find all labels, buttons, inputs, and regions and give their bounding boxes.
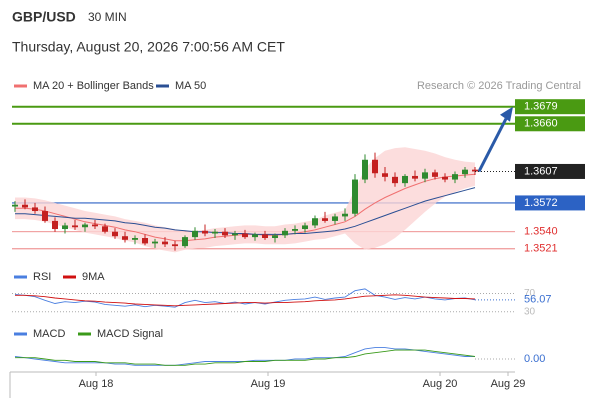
candle-body — [52, 220, 58, 230]
candle-body — [242, 233, 248, 238]
level-box — [515, 99, 585, 115]
candle-body — [442, 176, 448, 180]
legend-label: 9MA — [82, 271, 105, 283]
last-price-label: 1.3607 — [524, 165, 558, 177]
y-tick-label: 0.00 — [524, 353, 545, 365]
candle-body — [232, 233, 238, 236]
legend-label: MACD Signal — [97, 328, 163, 340]
candle-body — [142, 238, 148, 244]
candle-body — [282, 230, 288, 236]
candle-body — [342, 213, 348, 217]
candle-body — [132, 238, 138, 240]
legend-swatch — [14, 84, 27, 88]
candle-body — [472, 169, 478, 172]
candle-body — [372, 159, 378, 174]
y-tick-label: 30 — [524, 306, 536, 317]
legend-swatch — [156, 84, 169, 88]
level-label: 1.3572 — [524, 197, 558, 209]
candle-body — [62, 225, 68, 230]
candle-body — [272, 235, 278, 239]
candle-body — [292, 229, 298, 231]
forecast-arrow — [477, 118, 508, 173]
candle-body — [362, 159, 368, 180]
candle-body — [392, 176, 398, 184]
legend-swatch — [63, 275, 76, 279]
candle-body — [202, 230, 208, 234]
level-box — [515, 195, 585, 211]
level-label: 1.3540 — [524, 226, 558, 238]
candle-body — [332, 216, 338, 221]
candle-body — [162, 241, 168, 245]
candle-body — [462, 169, 468, 175]
timestamp: Thursday, August 20, 2026 7:00:56 AM CET — [12, 39, 285, 55]
candle-body — [92, 224, 98, 227]
level-label: 1.3660 — [524, 118, 558, 130]
candle-body — [172, 244, 178, 247]
indicator-line — [15, 349, 476, 366]
candle-body — [42, 211, 48, 221]
indicator-line — [15, 294, 476, 307]
candle-body — [72, 225, 78, 228]
indicator-line — [14, 288, 476, 308]
legend-label: MACD — [33, 328, 65, 340]
legend-label: RSI — [33, 271, 51, 283]
candle-body — [432, 172, 438, 177]
candle-body — [262, 234, 268, 239]
x-tick-label: Aug 18 — [79, 378, 114, 390]
candle-body — [12, 204, 18, 207]
candle-body — [382, 173, 388, 177]
bollinger-band — [15, 147, 475, 253]
candle-body — [112, 231, 118, 237]
legend-swatch — [78, 332, 91, 336]
candle-body — [102, 226, 108, 232]
legend-swatch — [14, 332, 27, 336]
candle-body — [32, 207, 38, 212]
candle-body — [152, 241, 158, 244]
candle-body — [122, 236, 128, 240]
candle-body — [182, 237, 188, 247]
candle-body — [422, 172, 428, 179]
legend-label: MA 50 — [175, 80, 206, 92]
x-tick-label: Aug 19 — [251, 378, 286, 390]
x-tick-label: Aug 20 — [423, 378, 458, 390]
last-value-label: 56.07 — [524, 294, 552, 306]
candle-body — [222, 231, 228, 236]
level-label: 1.3679 — [524, 101, 558, 113]
symbol: GBP/USD — [12, 9, 76, 25]
legend-label: MA 20 + Bollinger Bands — [33, 80, 154, 92]
x-tick-label: Aug 29 — [491, 378, 526, 390]
interval: 30 MIN — [88, 10, 127, 24]
candle-body — [402, 175, 408, 184]
candle-body — [252, 234, 258, 238]
level-label: 1.3521 — [524, 243, 558, 255]
candle-body — [312, 218, 318, 226]
candle-body — [452, 174, 458, 180]
candle-body — [302, 225, 308, 230]
forecast-arrowhead — [500, 106, 513, 122]
legend-swatch — [14, 275, 27, 279]
candle-body — [82, 224, 88, 228]
level-box — [515, 116, 585, 132]
candle-body — [412, 175, 418, 179]
last-price-box — [515, 163, 585, 179]
candle-body — [192, 230, 198, 238]
source: Research © 2026 Trading Central — [417, 80, 581, 92]
candle-body — [22, 204, 28, 208]
candle-body — [212, 231, 218, 234]
candle-body — [322, 218, 328, 221]
candle-body — [352, 179, 358, 214]
y-tick-label: 70 — [524, 288, 536, 299]
